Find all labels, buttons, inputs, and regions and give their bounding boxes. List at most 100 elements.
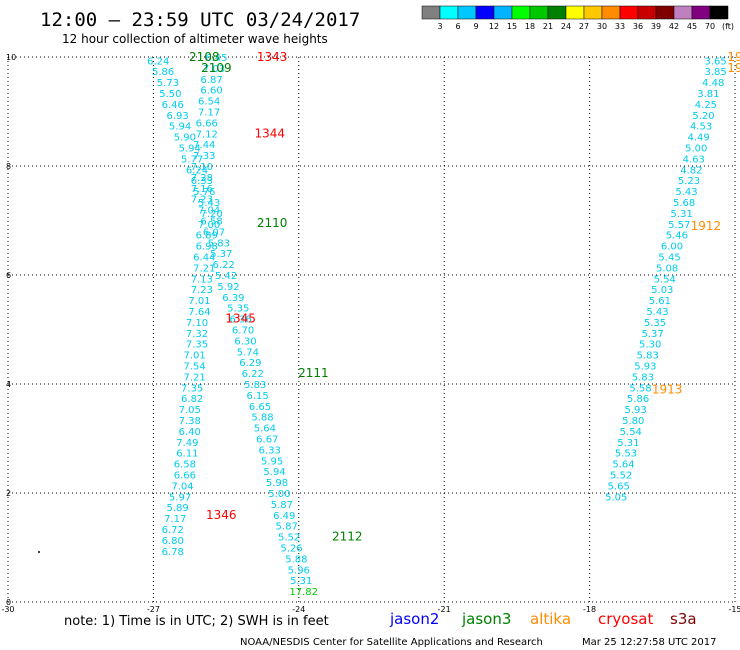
swh-value-cryosat: 7.12 (196, 129, 218, 140)
swh-value-altika: 4.49 (688, 133, 710, 144)
swh-value-cryosat: 7.03 (203, 64, 225, 75)
swh-value-cryosat: 7.04 (198, 206, 220, 217)
colorbar-tick: 45 (687, 22, 697, 31)
swh-value-altika: 5.54 (654, 274, 676, 285)
swh-value-jason3: 5.43 (198, 198, 220, 209)
swh-value-jason3: 7.01 (183, 351, 205, 362)
swh-value-jason3: 6.66 (174, 470, 196, 481)
swh-value-jason3: 7.01 (188, 296, 210, 307)
swh-value-jason3: 6.89 (196, 231, 218, 242)
legend-jason3: jason3 (461, 610, 511, 628)
pass-label: 2108 (189, 50, 220, 64)
swh-value-cryosat: 5.00 (268, 489, 290, 500)
swh-value-cryosat: 7.10 (191, 162, 213, 173)
pass-label: 1345 (225, 312, 256, 326)
swh-value-cryosat: 5.94 (263, 467, 285, 478)
x-tick-label: -27 (147, 605, 160, 614)
swh-value-altika: 5.93 (634, 361, 656, 372)
swh-value-jason3: 7.23 (191, 285, 213, 296)
swh-value-cryosat: 6.22 (242, 369, 264, 380)
swh-value-jason3: 6.93 (167, 111, 189, 122)
swh-value-cryosat: 7.23 (191, 195, 213, 206)
colorbar-tick: 24 (561, 22, 571, 31)
colorbar-tick: 39 (651, 22, 661, 31)
swh-value-jason3: 6.72 (162, 525, 184, 536)
swh-value-cryosat: 5.87 (271, 500, 293, 511)
pass-label: 2109 (201, 61, 232, 75)
swh-value-jason3: 7.00 (198, 220, 220, 231)
swh-value-cryosat: 6.22 (213, 260, 235, 271)
swh-value-cryosat: 6.36 (230, 315, 252, 326)
swh-value-cryosat: 6.54 (198, 97, 220, 108)
colorbar-swatch (493, 5, 513, 20)
colorbar-swatch (673, 5, 693, 20)
swh-value-cryosat: 17.82 (289, 587, 318, 598)
swh-value-cryosat: 5.83 (208, 238, 230, 249)
swh-value-jason3: 7.21 (183, 372, 205, 383)
colorbar-tick: 18 (525, 22, 535, 31)
swh-value-altika: 5.65 (608, 481, 630, 492)
swh-value-altika: 3.65 (704, 56, 726, 67)
colorbar-tick: 15 (507, 22, 517, 31)
chart-title: 12:00 – 23:59 UTC 03/24/2017 (40, 9, 360, 31)
pass-label: 2110 (257, 216, 288, 230)
swh-value-jason3: 7.04 (171, 481, 193, 492)
colorbar-swatch (619, 5, 639, 20)
swh-value-altika: 5.03 (651, 285, 673, 296)
colorbar-tick: 33 (615, 22, 625, 31)
swh-value-cryosat: 5.95 (261, 456, 283, 467)
swh-value-altika: 4.53 (690, 122, 712, 133)
swh-value-cryosat: 6.07 (203, 227, 225, 238)
swh-value-jason3: 7.13 (191, 274, 213, 285)
swh-value-jason3: 6.78 (162, 547, 184, 558)
colorbar-swatch (601, 5, 621, 20)
colorbar-tick: 9 (473, 22, 478, 31)
swh-value-cryosat: 6.30 (234, 336, 256, 347)
colorbar-tick: 30 (597, 22, 607, 31)
swh-value-jason3: 6.80 (162, 536, 184, 547)
colorbar-swatch (655, 5, 675, 20)
swh-value-jason3: 5.86 (152, 67, 174, 78)
colorbar-swatch (457, 5, 477, 20)
swh-value-altika: 5.83 (637, 351, 659, 362)
swh-value-altika: 4.82 (680, 165, 702, 176)
swh-value-jason3: 6.11 (176, 449, 198, 460)
y-tick-label: 0 (6, 598, 11, 607)
swh-value-jason3: 5.50 (159, 89, 181, 100)
colorbar-tick: 36 (633, 22, 643, 31)
x-tick-label: -30 (1, 605, 14, 614)
colorbar-tick: 70 (705, 22, 715, 31)
swh-value-altika: 5.31 (617, 438, 639, 449)
swh-value-altika: 5.08 (656, 263, 678, 274)
swh-value-jason3: 6.98 (196, 242, 218, 253)
color-scale-bar: 3 6 9 12 15 18 21 24 27 30 33 36 39 42 45 70 (ft) (421, 5, 734, 31)
swh-value-cryosat: 5.74 (237, 347, 259, 358)
colorbar-tick: 3 (437, 22, 442, 31)
swh-value-cryosat: 5.92 (217, 282, 239, 293)
swh-value-cryosat: 6.58 (200, 217, 222, 228)
pass-label: 19 (727, 61, 740, 75)
colorbar-tick: 12 (489, 22, 499, 31)
swh-value-cryosat: 5.31 (290, 576, 312, 587)
legend-cryosat: cryosat (598, 610, 653, 628)
swh-value-cryosat: 5.88 (251, 413, 273, 424)
swh-value-jason3: 6.24 (147, 56, 169, 67)
pass-labels: 2108210913431344211013452111134621121919… (189, 50, 740, 544)
swh-value-cryosat: 5.83 (244, 380, 266, 391)
swh-value-cryosat: 5.87 (276, 522, 298, 533)
swh-value-cryosat: 7.16 (191, 184, 213, 195)
swh-value-jason3: 6.24 (186, 165, 208, 176)
swh-value-altika: 5.80 (622, 416, 644, 427)
swh-value-jason3: 5.97 (169, 492, 191, 503)
swh-value-altika: 5.58 (629, 383, 651, 394)
swh-value-cryosat: 5.42 (215, 271, 237, 282)
y-tick-label: 6 (6, 271, 11, 280)
colorbar-swatch (421, 5, 441, 20)
colorbar-swatch (475, 5, 495, 20)
swh-value-cryosat: 6.70 (232, 326, 254, 337)
swh-value-cryosat: 6.87 (200, 75, 222, 86)
swh-value-altika: 5.23 (678, 176, 700, 187)
swh-value-jason3: 6.33 (191, 176, 213, 187)
swh-value-jason3: 5.76 (193, 187, 215, 198)
